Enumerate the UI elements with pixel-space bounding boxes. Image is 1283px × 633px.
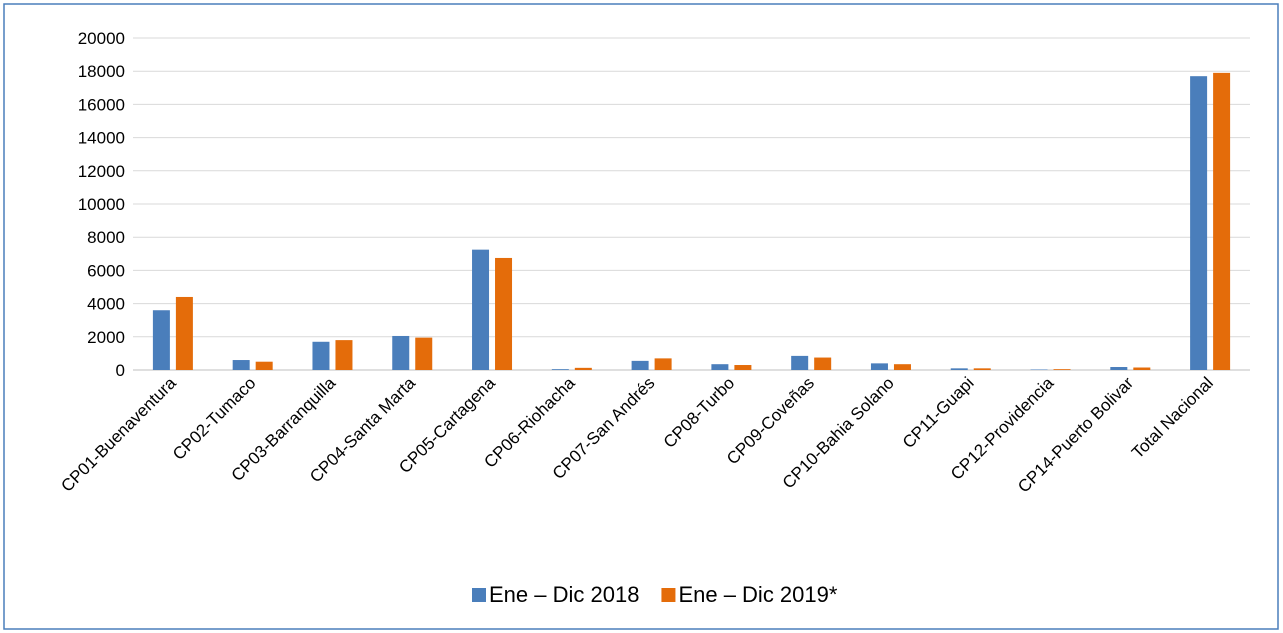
- legend-swatch: [661, 588, 676, 602]
- y-tick-label: 2000: [87, 328, 125, 347]
- y-tick-label: 14000: [78, 129, 125, 148]
- bar: [814, 357, 832, 370]
- y-tick-label: 12000: [78, 162, 125, 181]
- bar: [973, 368, 991, 370]
- bar: [1110, 367, 1128, 370]
- bar: [1190, 76, 1208, 371]
- bar: [415, 337, 433, 370]
- y-tick-label: 4000: [87, 295, 125, 314]
- legend-label: Ene – Dic 2018: [489, 582, 639, 607]
- bar: [312, 341, 330, 370]
- bar: [870, 363, 888, 370]
- bar: [950, 368, 968, 370]
- chart-border: [3, 3, 1279, 630]
- bar: [551, 369, 569, 370]
- bar: [335, 340, 353, 370]
- bar: [631, 360, 649, 370]
- bar: [392, 335, 410, 370]
- bar: [1133, 367, 1151, 370]
- bar: [472, 249, 490, 370]
- bar: [734, 365, 752, 370]
- y-tick-label: 8000: [87, 228, 125, 247]
- y-tick-label: 16000: [78, 95, 125, 114]
- bar: [152, 310, 170, 370]
- y-tick-label: 18000: [78, 62, 125, 81]
- y-tick-label: 20000: [78, 29, 125, 48]
- y-tick-label: 6000: [87, 261, 125, 280]
- y-tick-label: 0: [116, 361, 125, 380]
- bar: [495, 257, 513, 370]
- bar: [574, 367, 592, 370]
- bar: [175, 296, 193, 370]
- legend-swatch: [472, 588, 486, 602]
- bar: [1213, 72, 1231, 371]
- legend-label: Ene – Dic 2019*: [678, 582, 837, 607]
- bar: [1053, 369, 1071, 370]
- y-tick-label: 10000: [78, 195, 125, 214]
- bar: [232, 360, 250, 370]
- bar: [711, 364, 729, 370]
- bar: [255, 361, 273, 370]
- bar: [654, 358, 672, 370]
- bar: [791, 355, 809, 370]
- bar: [893, 364, 911, 370]
